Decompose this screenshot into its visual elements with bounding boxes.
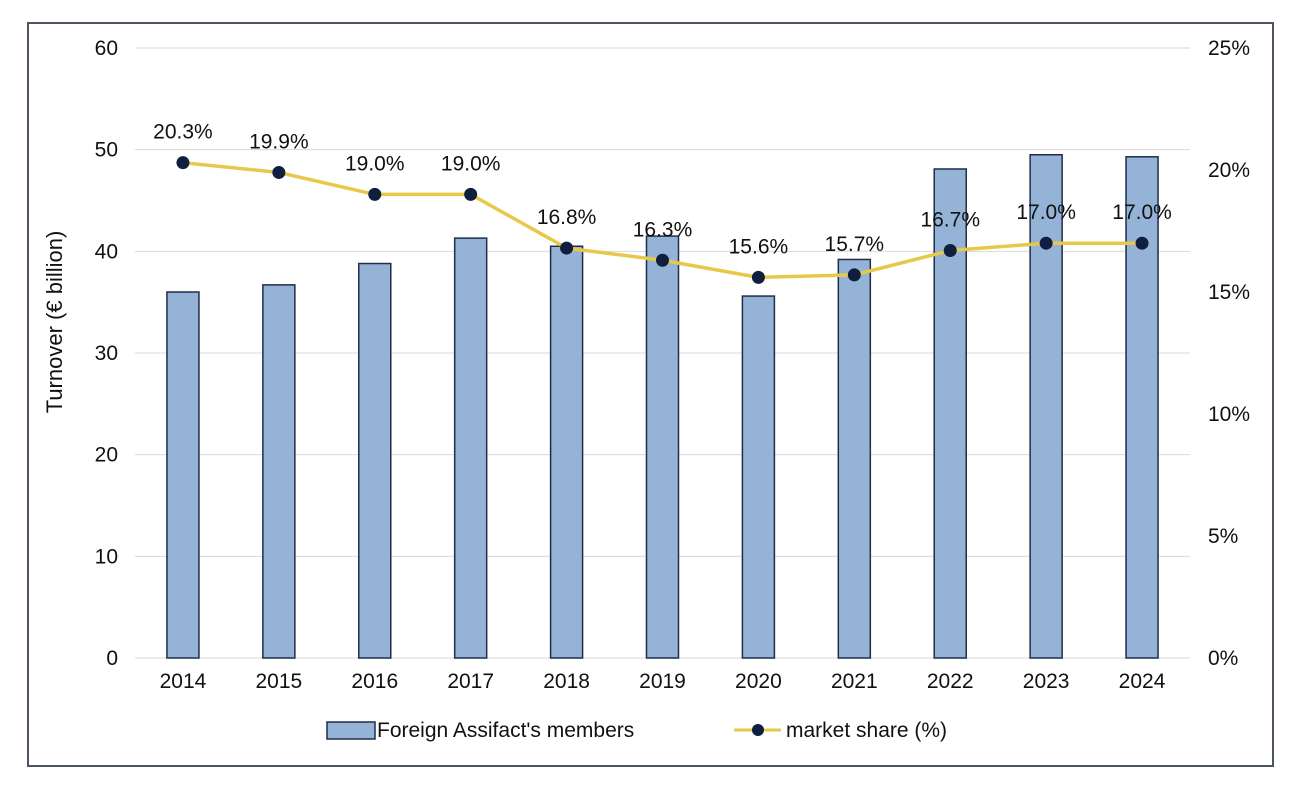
y-tick-label: 30 — [95, 342, 118, 365]
line-point — [368, 187, 382, 201]
line-point — [176, 156, 190, 170]
y2-tick-label: 0% — [1208, 647, 1238, 670]
line-point — [943, 244, 957, 258]
legend-bar-label: Foreign Assifact's members — [377, 719, 634, 742]
x-tick-label: 2016 — [351, 670, 398, 693]
data-label: 16.8% — [537, 206, 597, 229]
right-axis-ticks: 0% 5% 10% 15% 20% 25% — [1208, 37, 1250, 670]
bar — [262, 284, 296, 659]
data-label: 16.7% — [920, 209, 980, 232]
data-label: 16.3% — [633, 218, 693, 241]
bar — [166, 291, 200, 659]
x-tick-label: 2017 — [447, 670, 494, 693]
line-point — [847, 268, 861, 282]
y-tick-label: 0 — [106, 647, 118, 670]
line-markers — [176, 156, 1149, 284]
bar — [358, 262, 392, 659]
line-point — [560, 241, 574, 255]
line-point — [1135, 236, 1149, 250]
x-tick-label: 2019 — [639, 670, 686, 693]
x-tick-label: 2014 — [160, 670, 207, 693]
legend-bar-swatch — [326, 721, 376, 740]
data-label: 19.0% — [441, 152, 501, 175]
data-labels: 20.3% 19.9% 19.0% 19.0% 16.8% 16.3% 15.6% 15.7%… — [153, 121, 1172, 259]
line-point — [272, 165, 286, 179]
x-tick-label: 2020 — [735, 670, 782, 693]
y2-tick-label: 10% — [1208, 403, 1250, 426]
x-tick-label: 2018 — [543, 670, 590, 693]
data-label: 19.9% — [249, 130, 309, 153]
x-tick-label: 2022 — [927, 670, 974, 693]
x-tick-label: 2015 — [256, 670, 303, 693]
left-axis-ticks: 0 10 20 30 40 50 60 — [95, 37, 118, 670]
y2-tick-label: 25% — [1208, 37, 1250, 60]
bar — [1125, 156, 1159, 659]
bar — [741, 295, 776, 659]
data-label: 19.0% — [345, 152, 405, 175]
data-label: 20.3% — [153, 121, 213, 144]
bar — [933, 168, 967, 659]
y-tick-label: 50 — [95, 139, 118, 162]
bar — [1029, 154, 1063, 659]
legend: Foreign Assifact's members market share … — [326, 719, 947, 742]
y2-tick-label: 20% — [1208, 159, 1250, 182]
x-tick-label: 2024 — [1119, 670, 1166, 693]
bar — [453, 237, 488, 659]
y-tick-label: 10 — [95, 545, 118, 568]
x-tick-label: 2021 — [831, 670, 878, 693]
x-axis-ticks: 2014 2015 2016 2017 2018 2019 2020 2021 2022 2023… — [160, 670, 1166, 693]
bar — [837, 258, 872, 659]
line-point — [751, 270, 765, 284]
y-tick-label: 20 — [95, 444, 118, 467]
bar-series — [166, 154, 1159, 659]
data-label: 17.0% — [1112, 201, 1172, 224]
data-label: 17.0% — [1016, 201, 1076, 224]
y2-tick-label: 5% — [1208, 525, 1238, 548]
y-tick-label: 60 — [95, 37, 118, 60]
y2-tick-label: 15% — [1208, 281, 1250, 304]
line-point — [464, 187, 478, 201]
legend-line-label: market share (%) — [786, 719, 947, 742]
x-tick-label: 2023 — [1023, 670, 1070, 693]
bar — [645, 235, 680, 659]
data-label: 15.6% — [729, 235, 789, 258]
y-axis-label: Turnover (€ billion) — [42, 231, 67, 414]
line-point — [1039, 236, 1053, 250]
bar — [549, 245, 584, 659]
data-label: 15.7% — [825, 233, 885, 256]
y-tick-label: 40 — [95, 240, 118, 263]
legend-line-marker — [752, 724, 764, 736]
line-point — [656, 253, 669, 267]
